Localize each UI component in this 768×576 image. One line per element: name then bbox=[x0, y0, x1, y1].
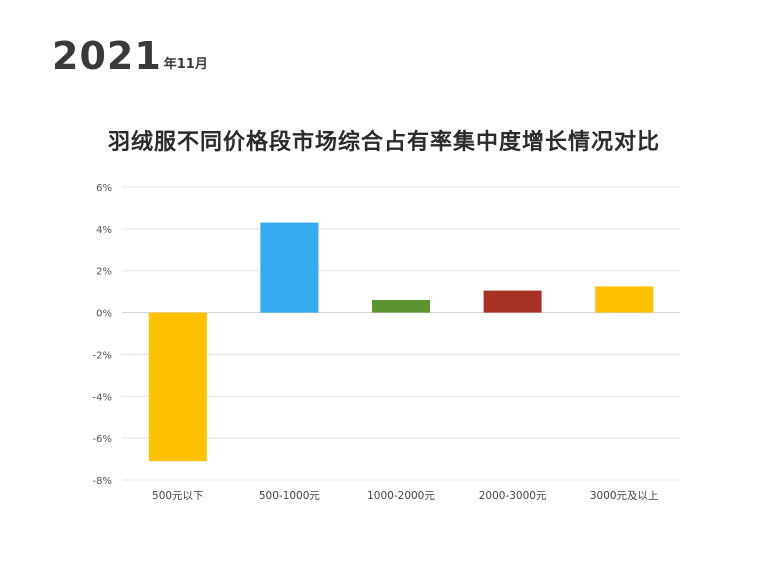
y-axis-tick-labels: 6% 4% 2% 0% -2% -4% -6% -8% bbox=[93, 183, 112, 487]
y-tick-label: -8% bbox=[93, 476, 112, 487]
bar bbox=[483, 290, 542, 313]
month-label: 年11月 bbox=[163, 57, 208, 72]
gridlines bbox=[122, 186, 680, 481]
y-tick-label: -4% bbox=[93, 392, 112, 403]
y-tick-label: 6% bbox=[96, 183, 112, 194]
bar bbox=[595, 286, 654, 313]
x-category-label: 500-1000元 bbox=[259, 490, 321, 502]
x-axis-category-labels: 500元以下 500-1000元 1000-2000元 2000-3000元 3000元… bbox=[152, 490, 659, 502]
year-badge: 2021 年11月 bbox=[52, 36, 208, 76]
y-tick-label: -2% bbox=[93, 350, 112, 361]
x-category-label: 2000-3000元 bbox=[479, 490, 547, 502]
bars bbox=[148, 222, 654, 462]
x-category-label: 3000元及以上 bbox=[590, 490, 659, 502]
bar bbox=[372, 300, 430, 313]
chart-title: 羽绒服不同价格段市场综合占有率集中度增长情况对比 bbox=[107, 130, 660, 155]
bar bbox=[260, 222, 319, 313]
year-label: 2021 bbox=[52, 34, 162, 78]
bar bbox=[148, 312, 207, 462]
y-tick-label: 4% bbox=[96, 225, 112, 236]
x-category-label: 1000-2000元 bbox=[367, 490, 435, 502]
x-category-label: 500元以下 bbox=[152, 490, 204, 502]
y-tick-label: -6% bbox=[93, 434, 112, 445]
y-tick-label: 0% bbox=[96, 309, 112, 320]
y-tick-label: 2% bbox=[96, 267, 112, 278]
